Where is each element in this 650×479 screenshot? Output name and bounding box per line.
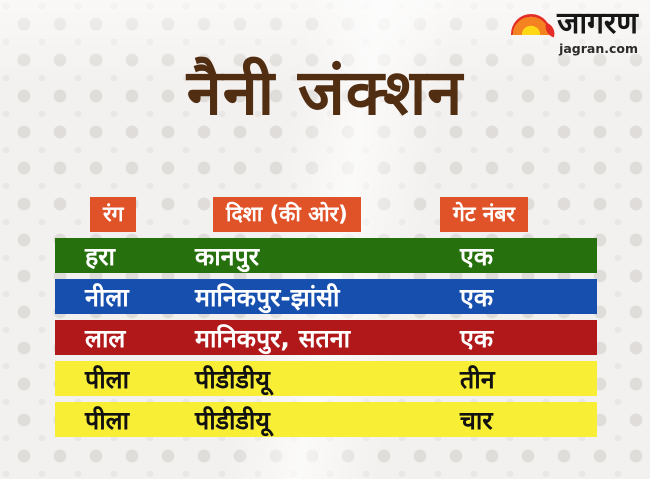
table-row: लाल मानिकपुर, सतना एक bbox=[55, 320, 597, 355]
cell-color-name: पीला bbox=[85, 364, 130, 394]
brand-site-url: jagran.com bbox=[559, 40, 638, 56]
column-header-direction: दिशा (की ओर) bbox=[213, 197, 361, 232]
table-row: पीला पीडीडीयू तीन bbox=[55, 361, 597, 396]
column-header-gate-number: गेट नंबर bbox=[440, 197, 528, 232]
cell-direction: मानिकपुर-झांसी bbox=[195, 282, 340, 312]
cell-gate: एक bbox=[460, 282, 494, 312]
cell-gate: एक bbox=[460, 323, 494, 353]
cell-direction: पीडीडीयू bbox=[195, 405, 270, 435]
table-row: नीला मानिकपुर-झांसी एक bbox=[55, 279, 597, 314]
cell-direction: मानिकपुर, सतना bbox=[195, 323, 351, 353]
cell-color-name: नीला bbox=[85, 282, 129, 312]
cell-gate: तीन bbox=[460, 364, 495, 394]
cell-color-name: पीला bbox=[85, 405, 130, 435]
table-header-row: रंग दिशा (की ओर) गेट नंबर bbox=[55, 197, 597, 232]
cell-gate: चार bbox=[460, 405, 493, 435]
junction-gate-table: रंग दिशा (की ओर) गेट नंबर हरा कानपुर एक … bbox=[55, 197, 597, 443]
cell-direction: कानपुर bbox=[195, 241, 259, 271]
page-title: नैनी जंक्शन bbox=[186, 56, 464, 129]
column-header-color: रंग bbox=[90, 197, 137, 232]
brand-name: जागरण bbox=[557, 6, 638, 41]
cell-gate: एक bbox=[460, 241, 494, 271]
jagran-sun-icon bbox=[511, 8, 558, 38]
cell-color-name: हरा bbox=[85, 241, 115, 271]
table-row: हरा कानपुर एक bbox=[55, 238, 597, 273]
cell-color-name: लाल bbox=[85, 323, 126, 353]
jagran-logo: जागरण jagran.com bbox=[511, 8, 638, 56]
table-row: पीला पीडीडीयू चार bbox=[55, 402, 597, 437]
cell-direction: पीडीडीयू bbox=[195, 364, 270, 394]
